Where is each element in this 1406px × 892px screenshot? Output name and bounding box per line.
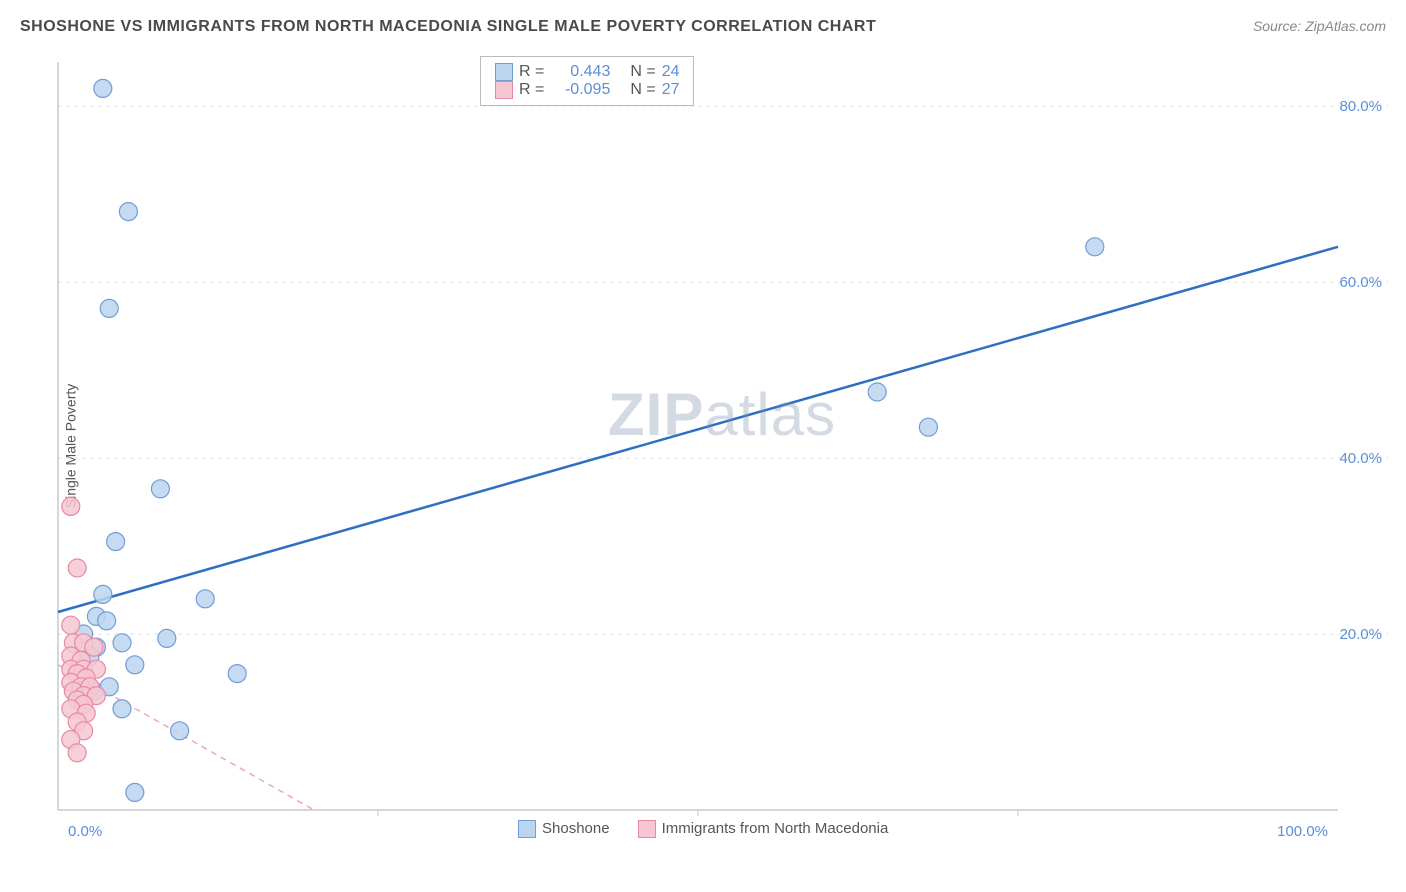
data-point (119, 203, 137, 221)
r-value: -0.095 (550, 81, 610, 99)
data-point (62, 616, 80, 634)
legend-label: Immigrants from North Macedonia (662, 820, 889, 837)
legend-swatch (518, 820, 536, 838)
data-point (113, 634, 131, 652)
legend-swatch (495, 63, 513, 81)
data-point (151, 480, 169, 498)
legend-swatch (638, 820, 656, 838)
n-label: N = (630, 81, 655, 99)
data-point (1086, 238, 1104, 256)
scatter-plot-svg: 20.0% 40.0% 60.0% 80.0% 0.0% 100.0% (48, 50, 1388, 840)
data-point (68, 559, 86, 577)
chart-header: SHOSHONE VS IMMIGRANTS FROM NORTH MACEDO… (20, 18, 1386, 36)
n-label: N = (630, 63, 655, 81)
data-point (196, 590, 214, 608)
data-point (94, 79, 112, 97)
y-tick-label: 60.0% (1339, 274, 1382, 291)
stats-legend-box: R = 0.443 N = 24 R = -0.095 N = 27 (480, 56, 694, 106)
data-point (113, 700, 131, 718)
r-label: R = (519, 63, 544, 81)
n-value: 27 (662, 81, 680, 99)
data-point (126, 783, 144, 801)
r-label: R = (519, 81, 544, 99)
data-point (94, 585, 112, 603)
chart-area: 20.0%40.0%60.0%80.0%0.0%100.0% ZIPatlas … (48, 50, 1388, 840)
stats-row: R = 0.443 N = 24 (495, 63, 679, 81)
stats-row: R = -0.095 N = 27 (495, 81, 679, 99)
n-value: 24 (662, 63, 680, 81)
data-point (100, 299, 118, 317)
y-tick-label: 80.0% (1339, 98, 1382, 115)
legend-item: Shoshone (518, 820, 610, 838)
legend-swatch (495, 81, 513, 99)
data-point (171, 722, 189, 740)
data-point (68, 744, 86, 762)
legend-item: Immigrants from North Macedonia (638, 820, 889, 838)
legend-label: Shoshone (542, 820, 610, 837)
data-point (98, 612, 116, 630)
chart-source: Source: ZipAtlas.com (1253, 18, 1386, 34)
chart-title: SHOSHONE VS IMMIGRANTS FROM NORTH MACEDO… (20, 18, 876, 36)
data-point (158, 629, 176, 647)
y-tick-label: 20.0% (1339, 626, 1382, 643)
data-point (228, 665, 246, 683)
r-value: 0.443 (550, 63, 610, 81)
data-point (107, 533, 125, 551)
x-tick-label: 100.0% (1277, 823, 1328, 840)
trend-line (58, 247, 1338, 612)
data-point (919, 418, 937, 436)
x-tick-label: 0.0% (68, 823, 102, 840)
y-tick-label: 40.0% (1339, 450, 1382, 467)
data-point (868, 383, 886, 401)
series-legend: Shoshone Immigrants from North Macedonia (518, 820, 888, 838)
data-point (126, 656, 144, 674)
data-point (62, 497, 80, 515)
